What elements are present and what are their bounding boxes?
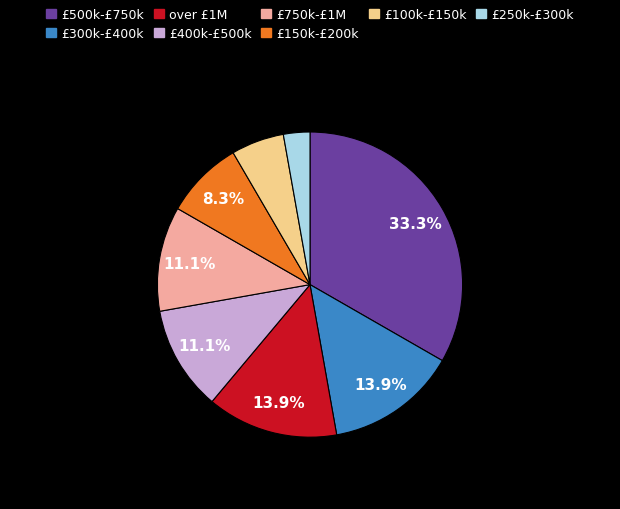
Text: 8.3%: 8.3%: [202, 192, 244, 207]
Text: 13.9%: 13.9%: [354, 377, 407, 392]
Legend: £500k-£750k, £300k-£400k, over £1M, £400k-£500k, £750k-£1M, £150k-£200k, £100k-£: £500k-£750k, £300k-£400k, over £1M, £400…: [43, 6, 577, 43]
Text: 13.9%: 13.9%: [252, 395, 305, 410]
Wedge shape: [157, 209, 310, 312]
Text: 11.1%: 11.1%: [178, 338, 231, 354]
Wedge shape: [212, 285, 337, 437]
Wedge shape: [178, 154, 310, 285]
Text: 11.1%: 11.1%: [164, 257, 216, 272]
Wedge shape: [310, 133, 463, 361]
Wedge shape: [283, 133, 310, 285]
Wedge shape: [160, 285, 310, 402]
Text: 33.3%: 33.3%: [389, 216, 442, 232]
Wedge shape: [310, 285, 442, 435]
Wedge shape: [233, 135, 310, 285]
